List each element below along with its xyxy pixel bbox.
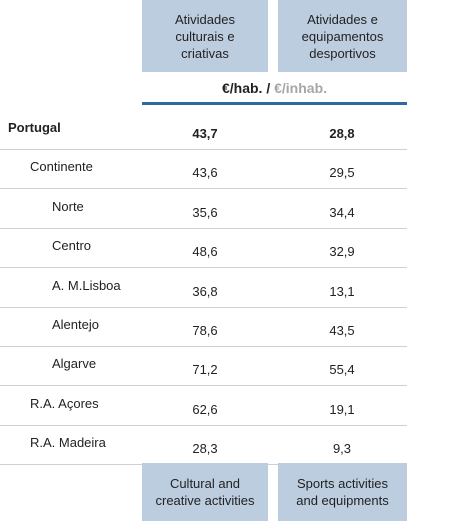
table-row: Centro 48,6 32,9: [0, 228, 407, 269]
footer-header: Sports activities and equipments: [278, 463, 407, 521]
footer-header: Cultural and creative activities: [142, 463, 268, 521]
cell-value: 36,8: [192, 283, 218, 299]
cell-value: 71,2: [192, 362, 218, 378]
cell-value: 19,1: [329, 401, 355, 417]
cell-value: 13,1: [329, 283, 355, 299]
row-label: Centro: [52, 238, 92, 254]
unit: €/hab. / €/inhab.: [142, 80, 407, 96]
cell-value: 9,3: [332, 441, 352, 457]
table-row: Algarve 71,2 55,4: [0, 346, 407, 387]
rule: [142, 102, 407, 105]
row-label: A. M.Lisboa: [52, 277, 121, 293]
cell-value: 32,9: [329, 244, 355, 260]
table-row: R.A. Açores 62,6 19,1: [0, 386, 407, 426]
unit-en: €/inhab.: [274, 80, 328, 96]
row-label: R.A. Madeira: [30, 435, 106, 451]
row-label: Alentejo: [52, 317, 99, 332]
table-row: Norte 35,6 34,4: [0, 189, 407, 229]
row-label: Norte: [52, 198, 84, 214]
cell-value: 43,7: [192, 126, 218, 141]
cell-value: 48,6: [192, 244, 218, 260]
cell-value: 35,6: [192, 204, 218, 220]
cell-value: 43,6: [192, 165, 218, 181]
cell-value: 43,5: [329, 323, 355, 338]
cell-value: 34,4: [329, 204, 355, 220]
column-header: Atividades e equipamentos desportivos: [278, 0, 407, 72]
cell-value: 29,5: [329, 165, 355, 181]
cell-value: 28,3: [192, 441, 218, 457]
unit-pt: €/hab. /: [221, 80, 271, 96]
table-row: Continente 43,6 29,5: [0, 149, 407, 190]
table-row: Alentejo 78,6 43,5: [0, 307, 407, 347]
row-label: Portugal: [8, 120, 61, 135]
table-row: Portugal 43,7 28,8: [0, 110, 407, 150]
cell-value: 28,8: [329, 126, 355, 141]
column-header: Atividades culturais e criativas: [142, 0, 268, 72]
table-row: R.A. Madeira 28,3 9,3: [0, 425, 407, 466]
row-label: Continente: [30, 159, 93, 175]
row-label: Algarve: [52, 356, 97, 372]
table-row: A. M.Lisboa 36,8 13,1: [0, 268, 407, 308]
cell-value: 78,6: [192, 323, 218, 338]
cell-value: 62,6: [192, 401, 218, 417]
cell-value: 55,4: [329, 362, 355, 378]
row-label: R.A. Açores: [30, 395, 99, 411]
